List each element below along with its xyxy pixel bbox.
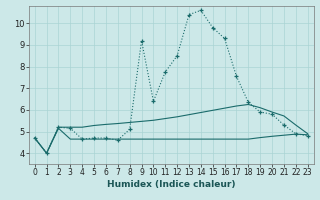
X-axis label: Humidex (Indice chaleur): Humidex (Indice chaleur) xyxy=(107,180,236,189)
